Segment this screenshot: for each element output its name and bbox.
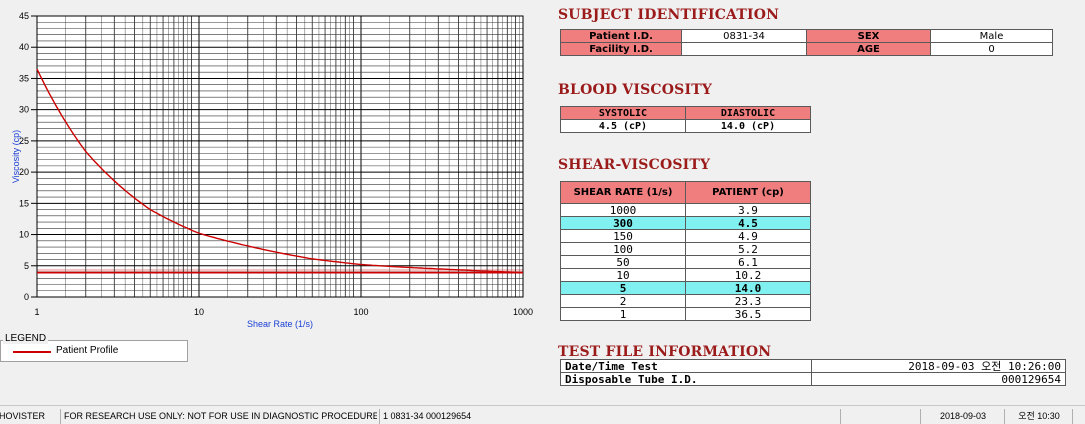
patient-profile-line [36,68,524,274]
shear-row: 1000 3.9 [560,203,811,217]
patient-cp-cell: 5.2 [685,242,811,256]
shear-row: 300 4.5 [560,216,811,230]
systolic-label: SYSTOLIC [560,106,686,120]
y-tick-label: 25 [19,136,29,146]
status-record: 1 0831-34 000129654 [379,409,839,424]
diastolic-value: 14.0 (cP) [685,119,811,133]
test-file-title: TEST FILE INFORMATION [558,344,772,360]
patient-cp-cell: 10.2 [685,268,811,282]
patient-cp-cell: 3.9 [685,203,811,217]
sex-label: SEX [806,29,931,43]
y-tick-label: 10 [19,230,29,240]
shear-viscosity-title: SHEAR-VISCOSITY [558,157,711,173]
subject-table: Patient I.D. 0831-34 SEX Male Facility I… [560,29,1053,56]
shear-rate-cell: 100 [560,242,686,256]
y-tick-label: 0 [24,292,29,302]
legend-box: LEGEND Patient Profile [0,333,188,362]
status-bar: HOVISTER FOR RESEARCH USE ONLY: NOT FOR … [0,405,1085,424]
status-end [1072,409,1085,424]
patient-cp-cell: 6.1 [685,255,811,269]
status-time: 오전 10:30 [1004,409,1070,424]
blood-viscosity-table: SYSTOLIC DIASTOLIC 4.5 (cP) 14.0 (cP) [560,106,811,133]
legend-swatch [13,351,51,353]
patient-cp-cell: 23.3 [685,294,811,308]
datetime-value: 2018-09-03 오전 10:26:00 [811,359,1066,373]
status-empty [840,409,918,424]
plot-frame [36,15,524,298]
systolic-value: 4.5 (cP) [560,119,686,133]
x-tick-label: 100 [353,307,368,317]
shear-row: 2 23.3 [560,294,811,308]
x-tick-label: 1 [34,307,39,317]
shear-rate-cell: 10 [560,268,686,282]
shear-rate-cell: 2 [560,294,686,308]
shear-row: 150 4.9 [560,229,811,243]
shear-viscosity-table: SHEAR RATE (1/s) PATIENT (cp) 1000 3.9 300… [560,181,811,321]
x-tick-label: 10 [194,307,204,317]
x-tick-label: 1000 [513,307,533,317]
shear-row: 50 6.1 [560,255,811,269]
y-tick-label: 35 [19,73,29,83]
y-tick-label: 20 [19,167,29,177]
tube-id-label: Disposable Tube I.D. [560,372,812,386]
viscosity-chart: 0 5 10 15 20 25 30 35 40 45 1 10 100 1000 Shear Rate (… [0,4,545,330]
y-tick-label: 40 [19,42,29,52]
legend-label: Patient Profile [56,345,119,356]
shear-row: 10 10.2 [560,268,811,282]
diastolic-label: DIASTOLIC [685,106,811,120]
shear-rate-cell: 50 [560,255,686,269]
patient-cp-header: PATIENT (cp) [685,181,811,204]
test-file-table: Date/Time Test 2018-09-03 오전 10:26:00 Di… [560,359,1066,386]
patient-cp-cell: 36.5 [685,307,811,321]
x-axis-label: Shear Rate (1/s) [247,319,313,329]
shear-rate-cell: 1000 [560,203,686,217]
patient-id-value: 0831-34 [681,29,807,43]
y-tick-label: 15 [19,198,29,208]
chart-svg: 0 5 10 15 20 25 30 35 40 45 1 10 100 1000 Shear Rate (… [11,11,533,329]
status-notice: FOR RESEARCH USE ONLY: NOT FOR USE IN DI… [60,409,377,424]
reference-band [37,268,523,273]
shear-rate-header: SHEAR RATE (1/s) [560,181,686,204]
shear-rate-cell: 5 [560,281,686,295]
shear-rate-cell: 150 [560,229,686,243]
facility-id-value [681,42,807,56]
shear-rate-cell: 300 [560,216,686,230]
patient-cp-cell: 4.9 [685,229,811,243]
tube-id-value: 000129654 [811,372,1066,386]
shear-rate-cell: 1 [560,307,686,321]
patient-cp-cell: 4.5 [685,216,811,230]
y-tick-label: 45 [19,11,29,21]
age-value: 0 [930,42,1053,56]
patient-cp-cell: 14.0 [685,281,811,295]
facility-id-label: Facility I.D. [560,42,682,56]
shear-row: 100 5.2 [560,242,811,256]
y-tick-label: 30 [19,105,29,115]
datetime-label: Date/Time Test [560,359,812,373]
y-axis-label: Viscosity (cp) [11,130,21,183]
sex-value: Male [930,29,1053,43]
status-date: 2018-09-03 [920,409,1002,424]
legend-title: LEGEND [3,333,49,344]
y-tick-label: 5 [24,261,29,271]
status-app: HOVISTER [0,411,46,421]
shear-row: 1 36.5 [560,307,811,321]
plot-area [37,16,523,297]
subject-title: SUBJECT IDENTIFICATION [558,7,780,23]
age-label: AGE [806,42,931,56]
patient-id-label: Patient I.D. [560,29,682,43]
shear-row: 5 14.0 [560,281,811,295]
blood-viscosity-title: BLOOD VISCOSITY [558,82,713,98]
